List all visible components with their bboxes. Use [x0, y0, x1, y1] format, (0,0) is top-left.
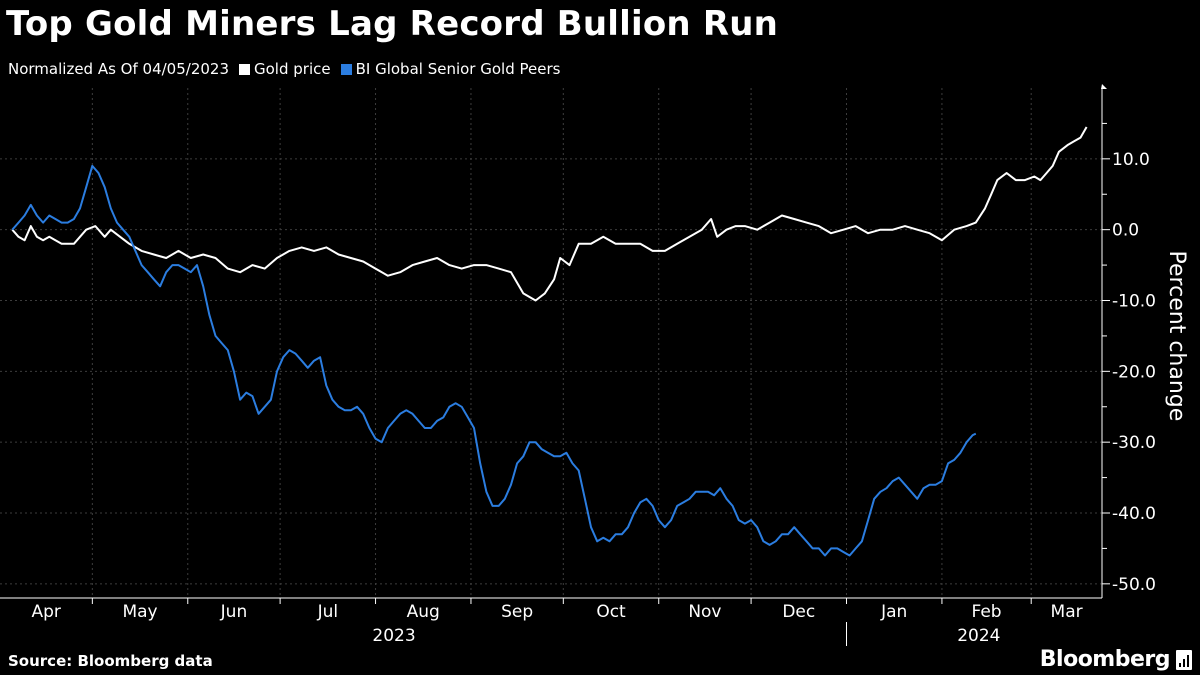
x-tick-label: Dec [782, 602, 815, 622]
legend-swatch-miners [340, 63, 352, 75]
y-tick-label: -40.0 [1112, 504, 1156, 524]
legend-item-miners: BI Global Senior Gold Peers [340, 60, 561, 78]
x-axis: Apr May Jun Jul Aug Sep Oct Nov Dec Jan Feb Mar 2023… [0, 597, 1102, 646]
x-year-label: 2023 [372, 626, 415, 646]
y-tick-label: -10.0 [1112, 292, 1156, 312]
y-axis-label: Percent change [1164, 251, 1189, 422]
x-tick-label: Apr [31, 602, 60, 622]
brand-logo: Bloomberg [1040, 647, 1192, 672]
y-tick-label: -20.0 [1112, 362, 1156, 382]
legend: Normalized As Of 04/05/2023 Gold price B… [8, 60, 560, 78]
y-axis-arrow [1101, 84, 1107, 89]
chart-title: Top Gold Miners Lag Record Bullion Run [6, 4, 779, 44]
y-tick-label: 10.0 [1112, 150, 1150, 170]
x-tick-label: Aug [407, 602, 440, 622]
y-tick-label: 0.0 [1112, 221, 1139, 241]
bloomberg-terminal-icon [1176, 649, 1192, 670]
legend-label-miners: BI Global Senior Gold Peers [355, 60, 561, 78]
x-tick-label: Nov [688, 602, 721, 622]
legend-label-gold: Gold price [254, 60, 331, 78]
x-tick-label: Feb [972, 602, 1002, 622]
x-tick-label: Jun [220, 602, 248, 622]
gold-peers-line [11, 164, 977, 557]
x-year-label: 2024 [957, 626, 1000, 646]
y-axis: 10.0 0.0 -10.0 -20.0 -30.0 -40.0 -50.0 Percent … [1101, 84, 1189, 598]
chart-subtitle: Normalized As Of 04/05/2023 [8, 60, 229, 78]
x-tick-label: Mar [1051, 602, 1083, 622]
gold-price-line [11, 126, 1088, 302]
y-tick-label: -30.0 [1112, 433, 1156, 453]
legend-item-gold: Gold price [239, 60, 331, 78]
grid-lines [0, 88, 1102, 598]
y-tick-label: -50.0 [1112, 575, 1156, 595]
legend-swatch-gold [239, 63, 250, 75]
source-note: Source: Bloomberg data [8, 652, 213, 670]
series-lines [11, 126, 1088, 557]
x-tick-label: Oct [596, 602, 626, 622]
brand-name: Bloomberg [1039, 647, 1171, 672]
x-tick-label: Jan [880, 602, 907, 622]
x-tick-label: May [122, 602, 157, 622]
x-tick-label: Sep [501, 602, 533, 622]
x-tick-label: Jul [317, 602, 339, 622]
